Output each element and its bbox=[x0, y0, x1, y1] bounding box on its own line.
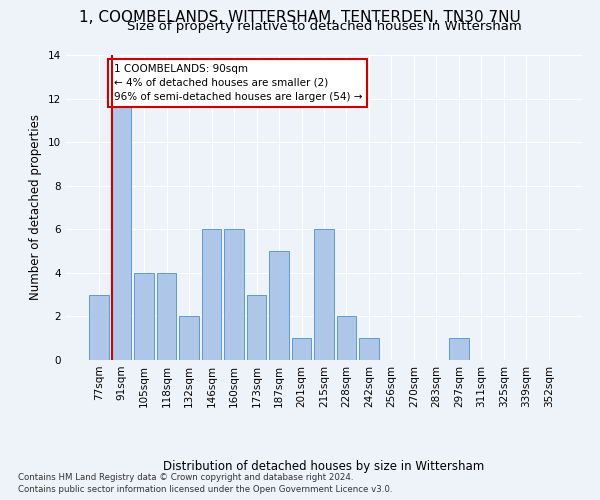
Bar bbox=[269, 251, 289, 360]
Bar bbox=[314, 230, 334, 360]
Bar bbox=[449, 338, 469, 360]
Bar bbox=[224, 230, 244, 360]
Title: Size of property relative to detached houses in Wittersham: Size of property relative to detached ho… bbox=[127, 20, 521, 33]
Bar bbox=[157, 273, 176, 360]
Bar bbox=[247, 294, 266, 360]
Bar bbox=[134, 273, 154, 360]
Bar bbox=[89, 294, 109, 360]
Bar bbox=[359, 338, 379, 360]
X-axis label: Distribution of detached houses by size in Wittersham: Distribution of detached houses by size … bbox=[163, 460, 485, 473]
Text: Contains HM Land Registry data © Crown copyright and database right 2024.: Contains HM Land Registry data © Crown c… bbox=[18, 472, 353, 482]
Bar bbox=[179, 316, 199, 360]
Bar bbox=[112, 98, 131, 360]
Text: 1, COOMBELANDS, WITTERSHAM, TENTERDEN, TN30 7NU: 1, COOMBELANDS, WITTERSHAM, TENTERDEN, T… bbox=[79, 10, 521, 25]
Bar bbox=[202, 230, 221, 360]
Bar bbox=[292, 338, 311, 360]
Text: Contains public sector information licensed under the Open Government Licence v3: Contains public sector information licen… bbox=[18, 485, 392, 494]
Y-axis label: Number of detached properties: Number of detached properties bbox=[29, 114, 43, 300]
Bar bbox=[337, 316, 356, 360]
Text: 1 COOMBELANDS: 90sqm
← 4% of detached houses are smaller (2)
96% of semi-detache: 1 COOMBELANDS: 90sqm ← 4% of detached ho… bbox=[113, 64, 362, 102]
